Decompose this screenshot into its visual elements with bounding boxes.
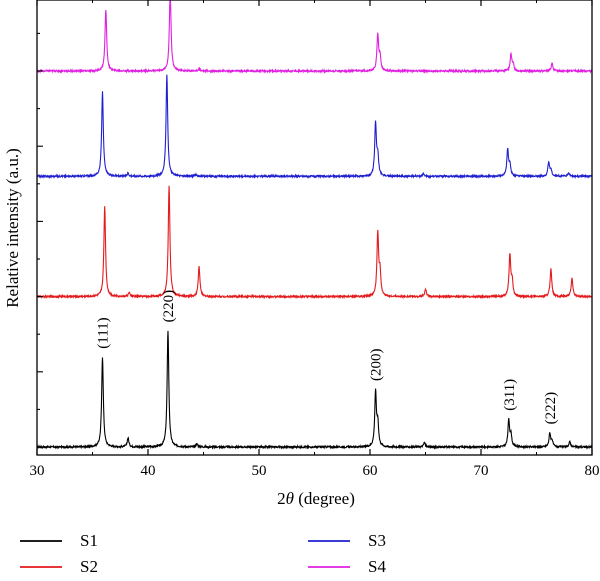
axes-layer: 30 40 50 60 70 80 — [30, 0, 600, 479]
legend-label-s1: S1 — [80, 531, 98, 550]
x-tick-label: 40 — [141, 463, 156, 479]
series-line-s4 — [36, 0, 593, 74]
legend-label-s4: S4 — [368, 557, 386, 576]
legend-label-s3: S3 — [368, 531, 386, 550]
series-layer — [36, 0, 593, 450]
x-tick-label: 50 — [252, 463, 267, 479]
series-line-s2 — [36, 185, 593, 300]
y-axis-title: Relative intensity (a.u.) — [3, 148, 22, 308]
peak-label: (311) — [502, 379, 518, 411]
peak-label: (111) — [96, 317, 112, 348]
series-line-s3 — [36, 74, 593, 180]
legend-label-s2: S2 — [80, 557, 98, 576]
peak-label: (222) — [543, 392, 559, 425]
peak-label-layer: (111) (220) (200) (311) (222) — [96, 290, 559, 425]
peak-label: (200) — [369, 349, 385, 382]
legend: S1 S2 S3 S4 — [20, 531, 386, 576]
series-line-s1 — [36, 330, 593, 450]
x-tick-label: 60 — [363, 463, 378, 479]
x-tick-label: 80 — [585, 463, 600, 479]
x-tick-label: 30 — [30, 463, 45, 479]
x-tick-label: 70 — [474, 463, 489, 479]
x-axis-title: 2θ (degree) — [277, 489, 355, 508]
peak-label: (220) — [161, 290, 177, 323]
